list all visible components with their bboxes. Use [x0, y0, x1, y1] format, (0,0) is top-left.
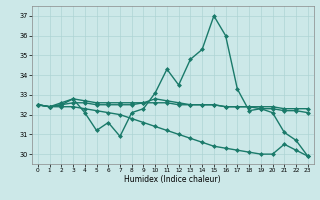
X-axis label: Humidex (Indice chaleur): Humidex (Indice chaleur)	[124, 175, 221, 184]
